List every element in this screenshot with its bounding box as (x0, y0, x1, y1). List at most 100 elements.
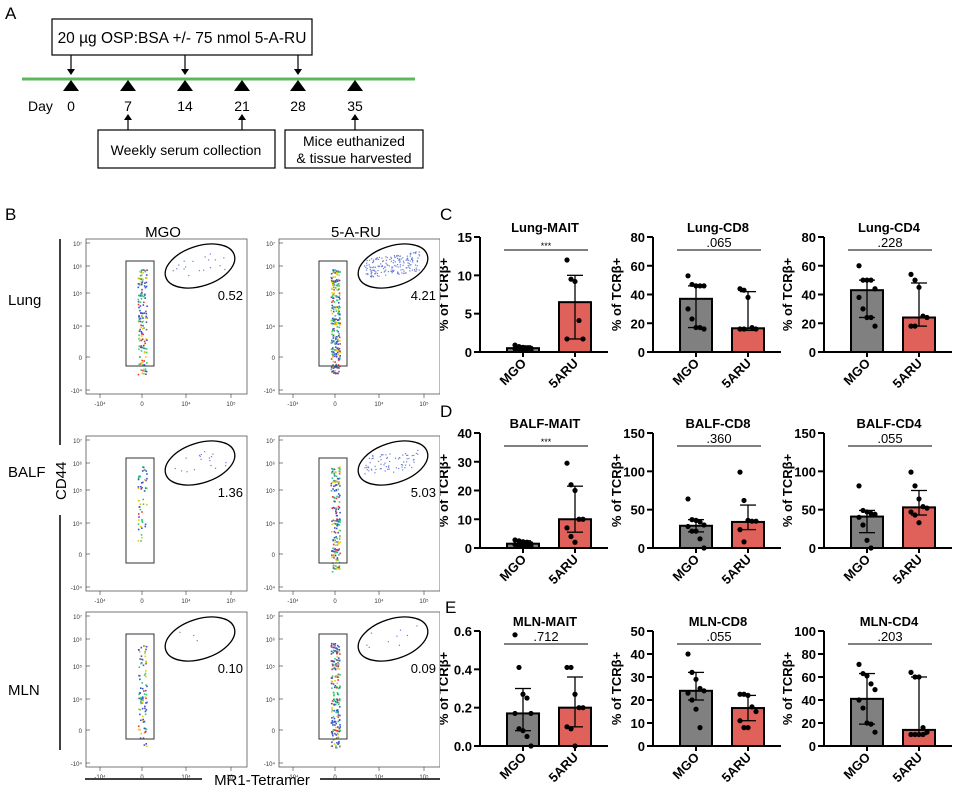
cell-dot (331, 520, 333, 523)
gate-dot (412, 459, 414, 461)
x-tick-label: MGO (670, 750, 703, 783)
y-tick-label: 40 (458, 426, 472, 441)
cell-dot (144, 645, 146, 648)
day-triangle (234, 80, 250, 91)
cell-dot (333, 320, 335, 322)
cell-dot (335, 471, 337, 474)
cell-population (137, 253, 226, 376)
cell-dot (139, 309, 141, 312)
gate-dot (384, 266, 386, 268)
cell-dot (338, 481, 341, 484)
cell-dot (338, 340, 341, 342)
p-value-label: .360 (706, 431, 731, 446)
cell-dot (336, 280, 339, 283)
cell-dot (144, 368, 147, 370)
cell-dot (143, 269, 145, 271)
cell-dot (338, 370, 340, 373)
gate-dot (406, 458, 408, 460)
cell-dot (339, 494, 341, 497)
cell-dot (141, 327, 144, 330)
y-tick-label: 10⁴ (73, 324, 83, 331)
rectangle-gate (318, 457, 348, 564)
cell-dot (338, 650, 341, 652)
treatment-box (51, 18, 313, 56)
cell-dot (334, 322, 336, 325)
gate-dot (375, 257, 377, 260)
gate-dot (397, 271, 399, 273)
cell-dot (335, 565, 337, 567)
gate-dot (367, 467, 370, 469)
gate-dot (384, 266, 386, 268)
cell-dot (334, 703, 337, 706)
gate-dot (386, 456, 388, 459)
gate-dot (377, 265, 379, 267)
cell-dot (335, 364, 337, 366)
cell-dot (144, 707, 146, 710)
gate-dot (374, 270, 376, 272)
bar-chart-mln-cd4: MLN-CD4.203 0 20 40 60 80 100 % of TCRβ+ MGO 5ARU (780, 614, 952, 785)
data-point (528, 743, 534, 749)
data-point (916, 496, 922, 502)
y-axis-label: % of TCRβ+ (440, 453, 451, 527)
cell-dot (337, 302, 340, 304)
cell-dot (332, 668, 334, 670)
cell-dot (338, 313, 341, 315)
cell-dot (144, 689, 147, 692)
cell-dot (140, 326, 143, 329)
serum-box (97, 129, 276, 169)
cell-dot (337, 283, 339, 286)
cell-dot (332, 340, 335, 342)
data-point (864, 537, 870, 543)
gate-dot (397, 272, 399, 274)
cell-dot (333, 489, 336, 492)
y-tick-label: 10⁷ (73, 614, 82, 621)
p-value-label: .228 (877, 235, 902, 250)
cell-dot (333, 328, 335, 331)
gate-dot (178, 264, 180, 266)
cell-dot (141, 321, 144, 323)
cell-dot (337, 543, 339, 545)
gate-dot (366, 267, 368, 270)
chart-title: BALF-CD4 (857, 416, 923, 431)
data-point (908, 669, 914, 675)
cell-dot (337, 736, 340, 739)
cell-dot (335, 558, 337, 561)
gate-dot (204, 256, 206, 258)
data-point (741, 287, 747, 293)
cell-dot (144, 652, 146, 655)
y-axis-label: % of TCRβ+ (609, 651, 624, 725)
data-point (749, 324, 755, 331)
data-point (737, 286, 743, 292)
y-tick-label: 10⁵ (266, 488, 276, 495)
gate-dot (378, 256, 381, 259)
data-point (685, 306, 691, 312)
cell-dot (138, 320, 140, 322)
cell-dot (338, 466, 341, 468)
gate-dot (402, 464, 404, 466)
data-point (920, 504, 926, 510)
cell-dot (336, 558, 339, 560)
y-tick-label: -10⁴ (264, 761, 276, 768)
gate-dot (406, 267, 408, 269)
gate-dot (192, 260, 194, 262)
cell-dot (138, 334, 140, 337)
cell-dot (338, 358, 341, 361)
data-point (697, 519, 703, 525)
y-tick-label: 0 (465, 541, 472, 556)
cell-dot (143, 347, 145, 350)
gate-dot (366, 259, 368, 262)
cell-dot (337, 340, 339, 342)
cell-dot (338, 288, 340, 291)
y-tick-label: 10⁵ (73, 664, 83, 671)
cell-dot (137, 540, 140, 542)
cell-dot (333, 536, 336, 539)
cell-dot (334, 484, 337, 487)
cell-dot (137, 283, 140, 285)
arrow-head (67, 69, 75, 75)
gate-dot (398, 456, 401, 459)
gate-dot (404, 272, 406, 274)
data-point (693, 283, 699, 289)
day-triangle (120, 80, 136, 91)
data-point (568, 482, 574, 488)
data-point (576, 317, 582, 324)
